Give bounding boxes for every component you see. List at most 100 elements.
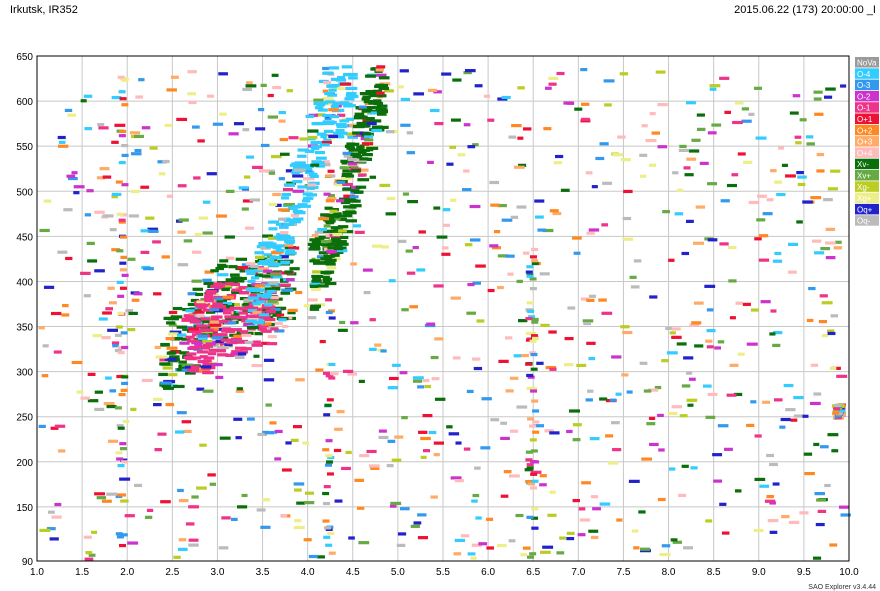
echo-mark xyxy=(467,552,476,556)
echo-mark xyxy=(530,334,538,338)
echo-mark xyxy=(259,308,269,312)
echo-mark xyxy=(172,384,185,389)
echo-mark xyxy=(307,298,318,302)
echo-mark xyxy=(773,398,783,402)
echo-mark xyxy=(121,153,129,158)
echo-mark xyxy=(369,119,382,123)
echo-mark xyxy=(754,237,762,241)
echo-mark xyxy=(253,354,260,358)
echo-mark xyxy=(216,333,228,337)
echo-mark xyxy=(158,372,168,377)
echo-mark xyxy=(315,368,324,372)
echo-mark xyxy=(252,302,261,306)
echo-mark xyxy=(238,311,249,315)
x-tick-label: 7.5 xyxy=(616,567,630,578)
echo-mark xyxy=(218,72,228,76)
echo-mark xyxy=(215,339,224,344)
echo-mark xyxy=(229,273,240,277)
echo-mark xyxy=(806,318,814,323)
echo-mark xyxy=(197,139,205,143)
echo-mark xyxy=(84,127,93,131)
x-tick-label: 2.0 xyxy=(120,567,134,578)
echo-mark xyxy=(178,218,189,222)
echo-mark xyxy=(222,301,233,306)
echo-mark xyxy=(586,341,596,345)
echo-mark xyxy=(256,508,266,512)
echo-mark xyxy=(727,245,737,250)
echo-mark xyxy=(337,328,348,332)
echo-mark xyxy=(66,174,76,178)
echo-mark xyxy=(350,262,357,266)
echo-mark xyxy=(314,106,324,110)
echo-mark xyxy=(352,131,364,135)
echo-mark xyxy=(274,244,285,248)
echo-mark xyxy=(211,315,223,319)
echo-mark xyxy=(788,270,797,274)
echo-mark xyxy=(329,174,336,178)
echo-mark xyxy=(250,299,262,303)
echo-mark xyxy=(369,93,378,98)
echo-mark xyxy=(311,274,324,279)
echo-mark xyxy=(341,177,352,181)
echo-mark xyxy=(333,212,342,216)
echo-mark xyxy=(222,295,234,299)
echo-mark xyxy=(183,239,193,243)
echo-mark xyxy=(325,543,333,547)
echo-mark xyxy=(183,429,192,433)
echo-mark xyxy=(531,507,539,511)
echo-mark xyxy=(549,490,556,494)
echo-mark xyxy=(776,192,786,197)
echo-mark xyxy=(611,355,622,359)
echo-mark xyxy=(365,117,375,121)
echo-mark xyxy=(345,174,354,178)
echo-mark xyxy=(191,369,202,373)
echo-mark xyxy=(164,357,177,361)
echo-mark xyxy=(428,88,437,93)
echo-mark xyxy=(622,330,633,335)
echo-mark xyxy=(753,86,762,90)
echo-mark xyxy=(304,170,315,174)
echo-mark xyxy=(235,315,248,320)
echo-mark xyxy=(441,246,449,250)
echo-mark xyxy=(224,321,237,325)
echo-mark xyxy=(531,526,539,530)
echo-mark xyxy=(120,388,128,392)
echo-mark xyxy=(308,172,318,176)
echo-mark xyxy=(709,84,721,88)
echo-mark xyxy=(310,304,321,308)
echo-mark xyxy=(369,175,377,179)
echo-mark xyxy=(638,510,646,514)
echo-mark xyxy=(309,244,321,248)
echo-mark xyxy=(257,324,269,328)
echo-mark xyxy=(319,339,326,344)
echo-mark xyxy=(247,308,257,313)
echo-mark xyxy=(169,355,180,359)
echo-mark xyxy=(511,124,522,128)
legend-label: O+2 xyxy=(857,126,873,135)
echo-mark xyxy=(268,281,278,285)
echo-mark xyxy=(167,332,179,336)
echo-mark xyxy=(351,199,361,203)
echo-mark xyxy=(230,517,238,521)
echo-mark xyxy=(737,152,746,156)
echo-mark xyxy=(231,302,241,307)
legend-swatch xyxy=(855,102,879,113)
echo-mark xyxy=(217,353,229,357)
echo-mark xyxy=(270,295,280,299)
echo-mark xyxy=(311,287,322,291)
echo-mark xyxy=(549,431,560,435)
echo-mark xyxy=(686,371,693,375)
echo-mark xyxy=(654,385,662,390)
echo-mark xyxy=(278,119,286,123)
echo-mark xyxy=(713,479,722,483)
echo-mark xyxy=(622,237,634,241)
echo-mark xyxy=(741,119,752,123)
echo-mark xyxy=(741,107,750,111)
echo-mark xyxy=(325,298,333,302)
echo-mark xyxy=(340,235,349,240)
echo-mark xyxy=(454,478,464,483)
echo-mark xyxy=(206,172,217,176)
echo-mark xyxy=(526,555,534,559)
echo-mark xyxy=(284,183,294,187)
echo-mark xyxy=(287,308,298,312)
